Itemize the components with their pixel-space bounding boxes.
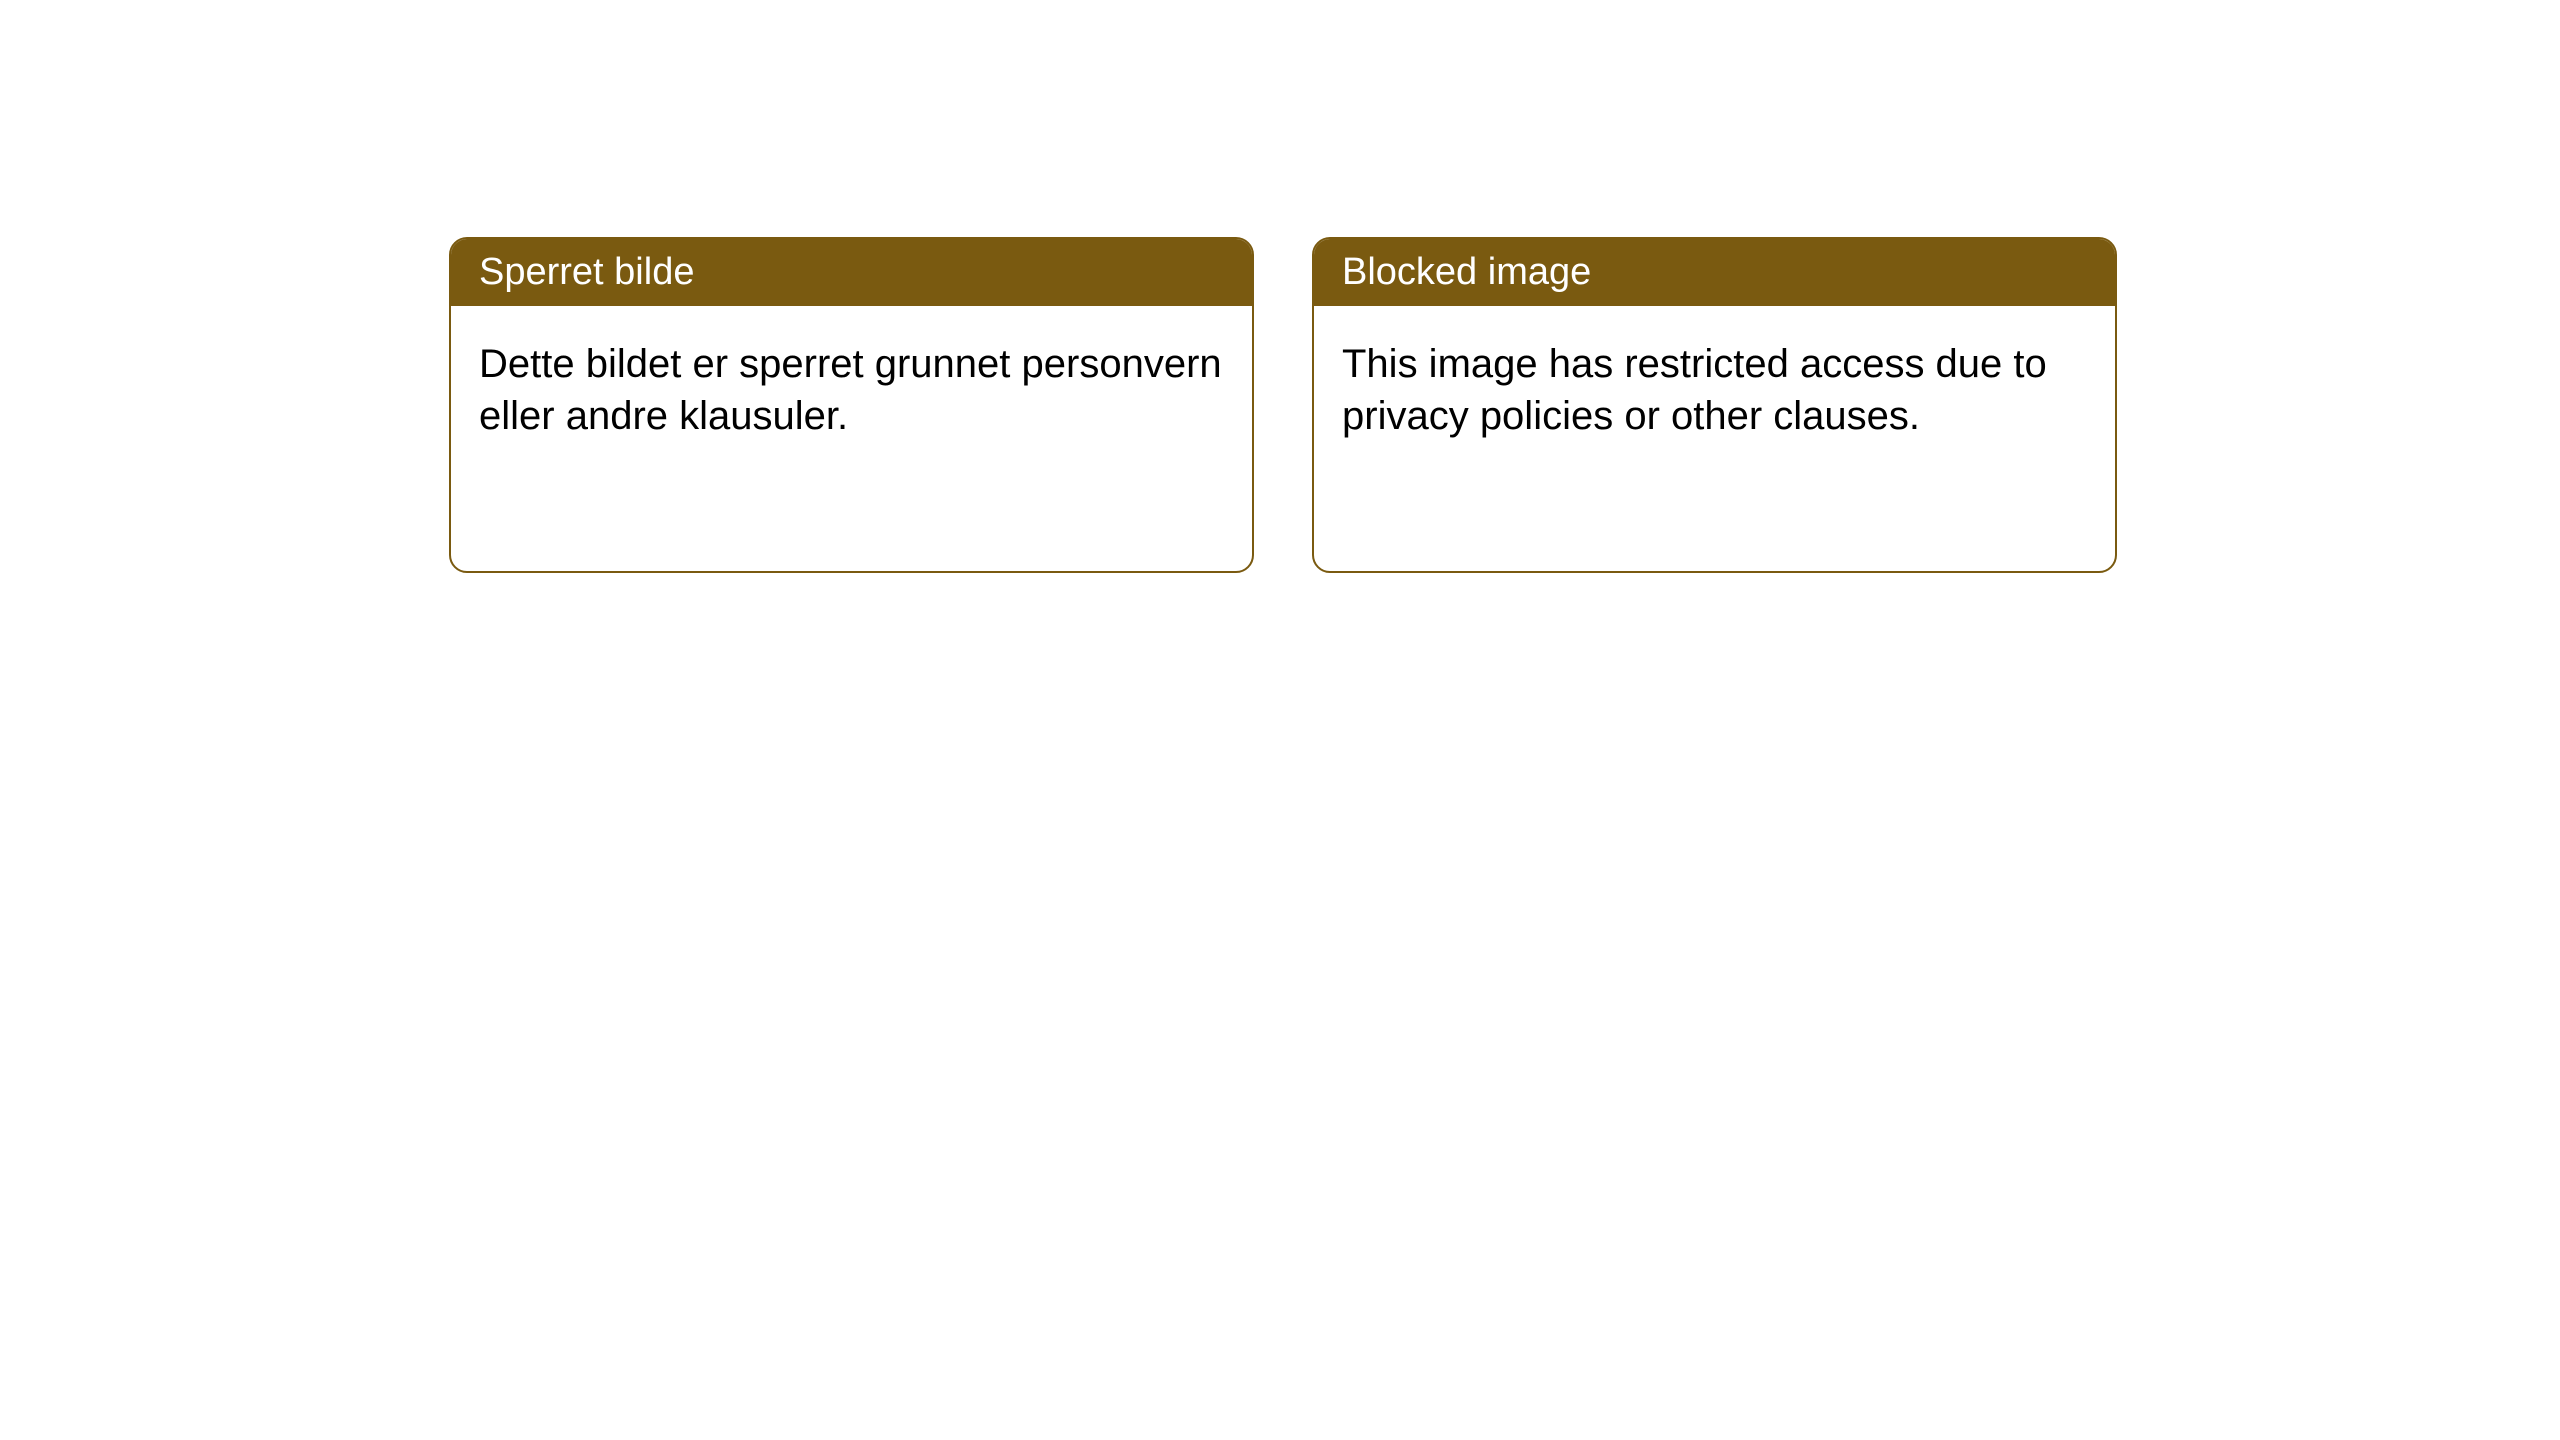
- notice-body: This image has restricted access due to …: [1314, 306, 2115, 474]
- notice-box-norwegian: Sperret bilde Dette bildet er sperret gr…: [449, 237, 1254, 573]
- notice-header: Blocked image: [1314, 239, 2115, 306]
- notice-body: Dette bildet er sperret grunnet personve…: [451, 306, 1252, 474]
- notice-header: Sperret bilde: [451, 239, 1252, 306]
- notice-container: Sperret bilde Dette bildet er sperret gr…: [449, 237, 2117, 573]
- notice-box-english: Blocked image This image has restricted …: [1312, 237, 2117, 573]
